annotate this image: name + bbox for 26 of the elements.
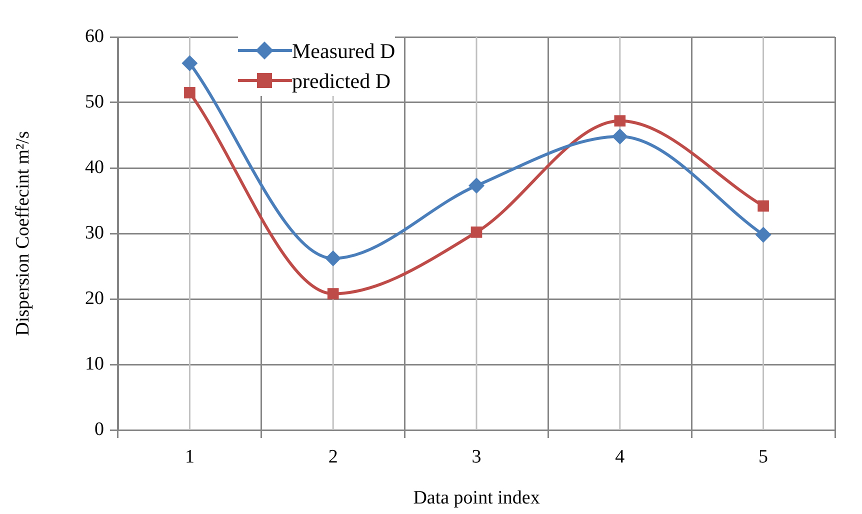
y-axis-title: Dispersion Coeffecint m²/s — [12, 131, 34, 336]
x-tick-label: 5 — [758, 446, 768, 468]
point — [470, 226, 482, 238]
point — [184, 87, 196, 98]
point — [755, 226, 772, 243]
point — [327, 288, 339, 300]
y-tick-label: 10 — [85, 353, 104, 374]
point — [614, 115, 626, 126]
y-tick-label: 40 — [85, 156, 104, 178]
x-tick-label: 3 — [472, 446, 482, 468]
y-tick-label: 30 — [85, 222, 104, 244]
x-tick-label: 1 — [184, 446, 194, 468]
y-tick-label: 20 — [85, 288, 104, 309]
x-tick-label: 2 — [328, 446, 338, 468]
point — [325, 250, 342, 266]
point — [182, 55, 198, 72]
y-tick-label: 0 — [94, 418, 104, 440]
point — [758, 200, 769, 212]
x-tick-label: 4 — [615, 446, 626, 468]
x-axis-title: Data point index — [413, 488, 540, 509]
y-tick-label: 50 — [85, 91, 104, 112]
point — [468, 178, 484, 194]
legend-label: Measured D — [292, 38, 396, 65]
y-tick-label: 60 — [85, 26, 104, 47]
point — [612, 128, 628, 145]
legend-label: predicted D — [292, 68, 391, 95]
